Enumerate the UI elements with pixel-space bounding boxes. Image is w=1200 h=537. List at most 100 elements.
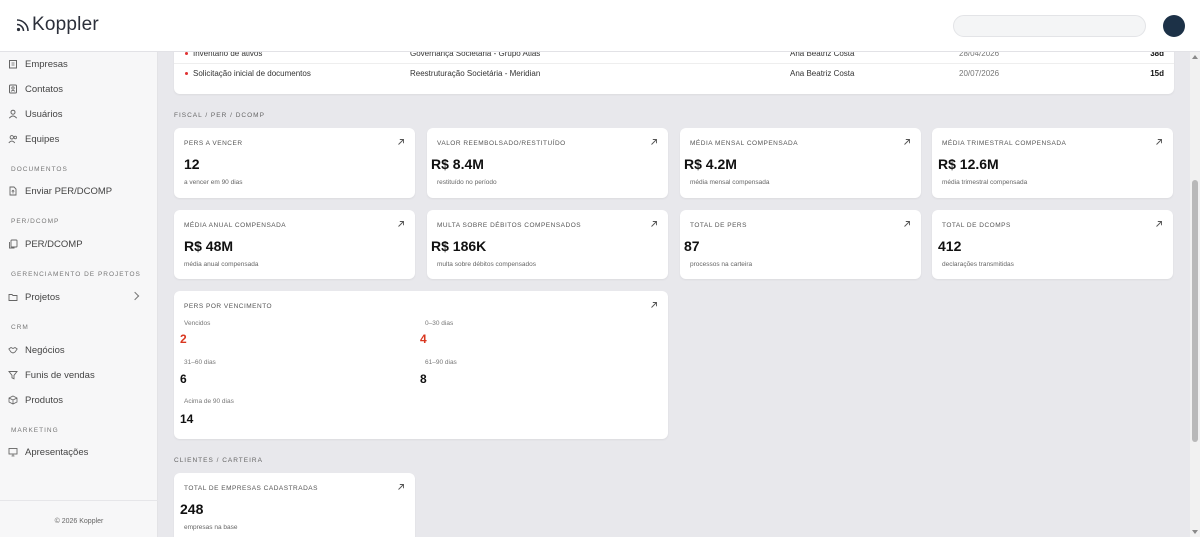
task-date: 20/07/2026 [959, 69, 1000, 78]
kpi-card-valor-reembolsado[interactable]: VALOR REEMBOLSADO/RESTITUÍDO R$ 8.4M res… [427, 128, 668, 198]
pers-due-card[interactable]: PERS POR VENCIMENTO Vencidos 2 0–30 dias… [174, 291, 668, 439]
section-label-per-dcomp: PER/DCOMP [11, 218, 60, 225]
due-bucket-label: Acima de 90 dias [184, 398, 234, 405]
sidebar-item-label: Usuários [25, 108, 63, 120]
card-value: R$ 8.4M [431, 156, 484, 172]
sidebar-item-negocios[interactable]: Negócios [8, 340, 65, 360]
copyright: © 2026 Koppler [54, 518, 104, 525]
scroll-down-icon[interactable] [1192, 530, 1198, 534]
card-subtitle: média anual compensada [184, 261, 259, 268]
sidebar-item-empresas[interactable]: Empresas [8, 54, 68, 74]
sidebar-item-projetos[interactable]: Projetos [8, 287, 150, 307]
rss-logo-icon [16, 18, 30, 32]
card-title: TOTAL DE EMPRESAS CADASTRADAS [184, 485, 318, 492]
arrow-up-right-icon[interactable] [397, 138, 405, 146]
chevron-right-icon [130, 291, 140, 301]
users-icon [8, 134, 18, 144]
kpi-card-multa[interactable]: MULTA SOBRE DÉBITOS COMPENSADOS R$ 186K … [427, 210, 668, 279]
sidebar-item-label: Projetos [25, 291, 60, 303]
kpi-card-media-trimestral[interactable]: MÉDIA TRIMESTRAL COMPENSADA R$ 12.6M méd… [932, 128, 1173, 198]
task-project: Governança Societária - Grupo Atlas [410, 49, 541, 58]
arrow-up-right-icon[interactable] [1155, 138, 1163, 146]
card-title: TOTAL DE PERS [690, 222, 747, 229]
section-label-crm: CRM [11, 324, 29, 331]
task-days: 38d [1150, 49, 1164, 58]
kpi-card-total-pers[interactable]: TOTAL DE PERS 87 processos na carteira [680, 210, 921, 279]
card-title: MÉDIA MENSAL COMPENSADA [690, 140, 799, 147]
card-value: 248 [180, 501, 204, 517]
sidebar-item-label: Equipes [25, 133, 60, 145]
card-subtitle: restituído no período [437, 179, 497, 186]
arrow-up-right-icon[interactable] [650, 138, 658, 146]
card-subtitle: média trimestral compensada [942, 179, 1028, 186]
sidebar-item-enviar-per-dcomp[interactable]: Enviar PER/DCOMP [8, 181, 112, 201]
arrow-up-right-icon[interactable] [397, 220, 405, 228]
card-title: TOTAL DE DCOMPS [942, 222, 1011, 229]
kpi-card-pers-a-vencer[interactable]: PERS A VENCER 12 a vencer em 90 dias [174, 128, 415, 198]
sidebar-item-apresentacoes[interactable]: Apresentações [8, 442, 88, 462]
table-row[interactable]: Inventário de ativos Governança Societár… [174, 44, 1174, 64]
arrow-up-right-icon[interactable] [903, 138, 911, 146]
card-title: PERS POR VENCIMENTO [184, 303, 273, 310]
arrow-up-right-icon[interactable] [650, 220, 658, 228]
copy-icon [8, 239, 18, 249]
card-value: R$ 12.6M [938, 156, 999, 172]
brand-name: Koppler [32, 14, 99, 35]
funnel-icon [8, 370, 18, 380]
card-value: 12 [184, 156, 200, 172]
sidebar-divider [0, 500, 158, 501]
section-label-gerenciamento: GERENCIAMENTO DE PROJETOS [11, 271, 141, 278]
box-icon [8, 395, 18, 405]
arrow-up-right-icon[interactable] [397, 483, 405, 491]
card-value: 412 [938, 238, 962, 254]
kpi-card-media-mensal[interactable]: MÉDIA MENSAL COMPENSADA R$ 4.2M média me… [680, 128, 921, 198]
task-project: Reestruturação Societária - Meridian [410, 69, 541, 78]
table-row[interactable]: Solicitação inicial de documentos Reestr… [174, 64, 1174, 84]
due-bucket-label: 0–30 dias [425, 320, 454, 327]
sidebar-item-label: Contatos [25, 83, 64, 95]
sidebar-item-equipes[interactable]: Equipes [8, 129, 59, 149]
sidebar-item-label: Negócios [25, 344, 65, 356]
kpi-card-total-empresas[interactable]: TOTAL DE EMPRESAS CADASTRADAS 248 empres… [174, 473, 415, 537]
status-dot [185, 52, 188, 55]
sidebar-item-usuarios[interactable]: Usuários [8, 104, 63, 124]
folder-icon [8, 292, 18, 302]
card-title: PERS A VENCER [184, 140, 243, 147]
app-logo[interactable]: Koppler [16, 14, 99, 36]
due-bucket-label: Vencidos [184, 320, 211, 327]
file-upload-icon [8, 186, 18, 196]
contacts-icon [8, 84, 18, 94]
card-title: MULTA SOBRE DÉBITOS COMPENSADOS [437, 222, 582, 229]
card-value: R$ 48M [184, 238, 234, 254]
due-bucket-value: 8 [420, 372, 427, 386]
sidebar-item-label: Produtos [25, 394, 64, 406]
due-bucket-value: 2 [180, 332, 187, 346]
scroll-up-icon[interactable] [1192, 55, 1198, 59]
sidebar-item-label: Empresas [25, 58, 68, 70]
vertical-scrollbar[interactable] [1190, 52, 1200, 537]
sidebar-item-contatos[interactable]: Contatos [8, 79, 63, 99]
sidebar-item-per-dcomp[interactable]: PER/DCOMP [8, 234, 83, 254]
task-name: Inventário de ativos [193, 49, 263, 58]
section-label-marketing: MARKETING [11, 427, 59, 434]
task-owner: Ana Beatriz Costa [790, 69, 855, 78]
task-days: 15d [1150, 69, 1164, 78]
card-subtitle: processos na carteira [690, 261, 753, 268]
arrow-up-right-icon[interactable] [903, 220, 911, 228]
scroll-thumb[interactable] [1192, 180, 1198, 442]
handshake-icon [8, 345, 18, 355]
task-name: Solicitação inicial de documentos [193, 69, 311, 78]
presentation-icon [8, 447, 18, 457]
kpi-card-media-anual[interactable]: MÉDIA ANUAL COMPENSADA R$ 48M média anua… [174, 210, 415, 279]
arrow-up-right-icon[interactable] [1155, 220, 1163, 228]
card-subtitle: declarações transmitidas [942, 261, 1014, 268]
search-input[interactable] [953, 15, 1146, 37]
task-owner: Ana Beatriz Costa [790, 49, 855, 58]
sidebar-item-funis[interactable]: Funis de vendas [8, 365, 95, 385]
user-avatar[interactable] [1163, 15, 1185, 37]
arrow-up-right-icon[interactable] [650, 301, 658, 309]
sidebar-item-produtos[interactable]: Produtos [8, 390, 63, 410]
card-subtitle: a vencer em 90 dias [184, 179, 243, 186]
kpi-card-total-dcomps[interactable]: TOTAL DE DCOMPS 412 declarações transmit… [932, 210, 1173, 279]
card-title: MÉDIA ANUAL COMPENSADA [184, 222, 287, 229]
